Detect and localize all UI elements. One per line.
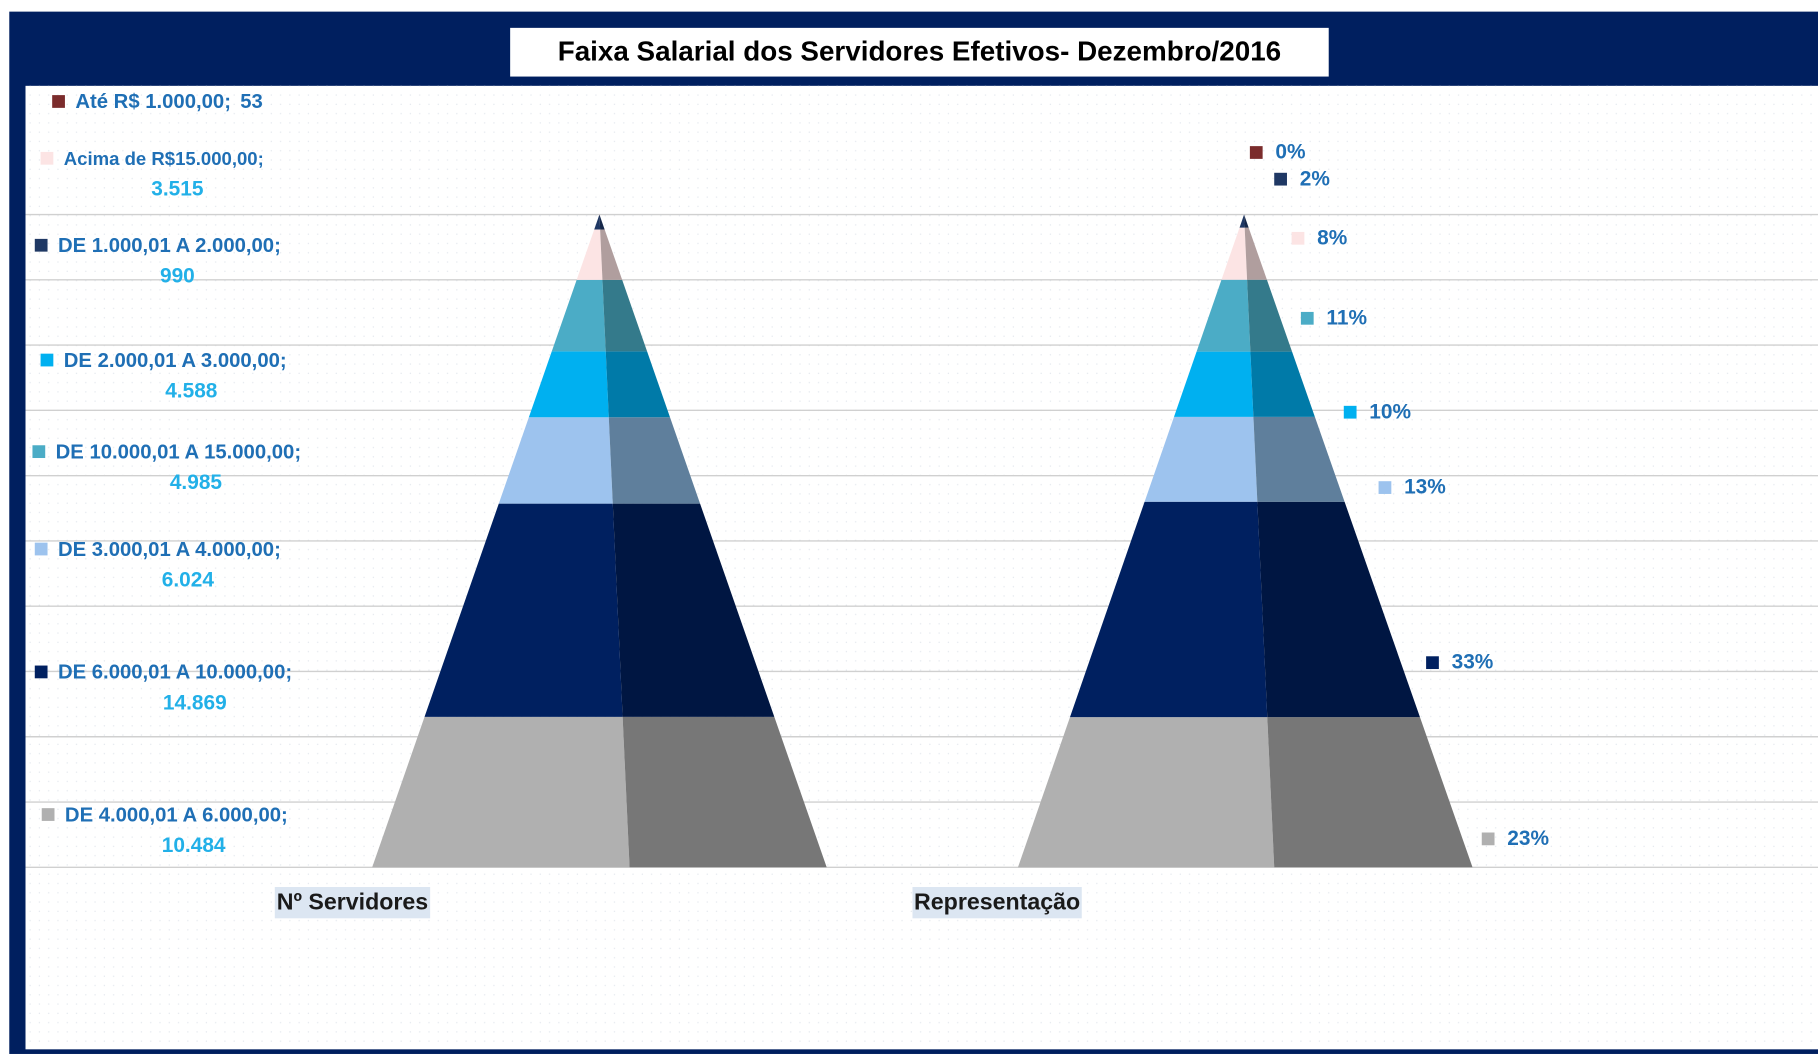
legend-marker [52,95,65,108]
label-separator: ; [274,235,281,257]
data-label-percent: 0% [1275,141,1305,164]
data-label-name: DE 1.000,01 A 2.000,00; [58,235,281,257]
pyramid-segment [1239,214,1245,228]
legend-marker [34,665,48,679]
grid [25,213,1818,868]
legend-marker [1300,311,1314,325]
legend-marker [1378,481,1392,494]
legend-marker [32,445,46,459]
category-label: Representação [914,888,1080,914]
series-name: DE 10.000,01 A 15.000,00 [56,442,295,464]
pyramids [372,214,1473,868]
pyramid-segment [372,716,630,868]
legend-marker [34,238,48,252]
label-separator: ; [285,662,292,684]
series-name: DE 6.000,01 A 10.000,00 [58,662,285,684]
pyramid-segment [551,279,606,352]
data-label-name: DE 4.000,01 A 6.000,00; [65,805,288,827]
data-label-value: 53 [240,92,263,114]
category-label-bg [912,887,1082,919]
data-label-percent: 13% [1404,476,1446,499]
pyramid-segment-side [622,716,827,868]
data-label-name: Até R$ 1.000,00; 53 [75,92,262,114]
pyramid-segment-side [1253,416,1345,502]
pyramid-segment [528,351,609,418]
series-name: Até R$ 1.000,00 [75,92,224,114]
legend-marker [1481,832,1495,846]
data-label-value: 6.024 [162,568,215,591]
pyramid-segment-side [612,503,775,717]
data-label-value: 10.484 [162,834,226,857]
pyramid-segment-side [1244,214,1249,228]
label-separator: ; [258,148,264,169]
label-separator: ; [274,539,281,561]
pyramid-segment-side [602,279,648,352]
data-label-name: DE 6.000,01 A 10.000,00; [58,662,292,684]
legend-marker [1343,405,1357,419]
pyramid-segment-side [599,215,605,230]
data-label-name: DE 2.000,01 A 3.000,00; [64,350,287,372]
data-label-percent: 23% [1507,827,1549,850]
pyramid-segment [498,417,613,504]
data-label-percent: 2% [1300,167,1330,190]
title-box [510,27,1329,77]
legend-marker [1249,146,1263,159]
pyramid-segment [1196,279,1251,352]
data-label-percent: 11% [1326,306,1367,329]
legend-marker [34,542,48,556]
data-label-value: 990 [160,265,195,288]
legend-marker [40,151,54,165]
pyramid-segment [1017,717,1275,868]
data-label-name: DE 3.000,01 A 4.000,00; [58,539,281,561]
series-name: DE 3.000,01 A 4.000,00 [58,539,274,561]
pyramid-segment-side [600,229,623,280]
pyramid-segment-side [605,351,670,418]
label-separator: ; [281,805,288,827]
pyramid-segment [1144,416,1258,502]
series-name: DE 2.000,01 A 3.000,00 [64,350,280,372]
data-label-value: 4.588 [165,379,217,402]
pyramid-segment-side [1267,717,1473,868]
pyramid-segment [1173,351,1254,417]
pyramid-segment [424,503,623,717]
series-name: DE 4.000,01 A 6.000,00 [65,805,281,827]
pyramid-segment-side [608,417,701,504]
pyramid-segment-side [1257,501,1420,718]
data-label-percent: 8% [1317,226,1347,249]
legend-marker [1426,656,1439,670]
label-separator: ; [224,92,231,114]
data-label-name: Acima de R$15.000,00; [64,148,264,169]
label-separator: ; [280,350,287,372]
legend-marker [1291,231,1305,245]
series-name: DE 1.000,01 A 2.000,00 [58,235,274,257]
pyramid-segment [576,229,603,280]
data-label-name: DE 10.000,01 A 15.000,00; [56,442,301,464]
label-separator: ; [294,442,301,464]
pyramid-segment [1069,501,1268,718]
pyramid-segment-side [1247,279,1293,352]
data-label-value: 14.869 [163,691,227,714]
pyramid-segment [1221,227,1248,280]
legend-marker [40,353,54,367]
series-name: Acima de R$15.000,00 [64,148,258,169]
legend-marker [41,808,55,821]
data-label-percent: 10% [1369,400,1411,423]
pyramid-segment-side [1250,351,1315,417]
category-label: Nº Servidores [277,888,428,914]
legend-marker [1274,172,1287,186]
data-label-value: 4.985 [170,471,223,494]
data-label-percent: 33% [1452,651,1494,674]
pyramid-segment-side [1244,227,1267,280]
data-labels: Nº Servidores Representação DE 4.000,01 A … [32,92,1549,919]
category-label-bg [274,887,431,919]
pyramid-segment [594,215,601,230]
chart-title: Faixa Salarial dos Servidores Efetivos- … [558,36,1281,67]
data-label-value: 3.515 [151,178,204,201]
